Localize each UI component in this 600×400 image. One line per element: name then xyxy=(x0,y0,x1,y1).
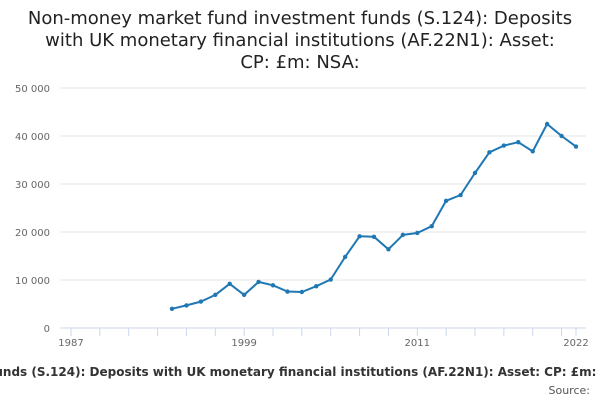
y-axis-ticks: 0 10 000 20 000 30 000 40 000 50 000 xyxy=(15,84,50,335)
chart-title-line-1: Non-money market fund investment funds (… xyxy=(27,8,573,29)
data-point[interactable] xyxy=(227,281,232,287)
data-point[interactable] xyxy=(371,234,377,239)
data-point[interactable] xyxy=(169,306,175,311)
series-line xyxy=(171,123,577,310)
x-tick-label: 1987 xyxy=(58,338,83,349)
data-point[interactable] xyxy=(299,289,305,295)
data-point[interactable] xyxy=(487,150,492,155)
data-point[interactable] xyxy=(559,133,564,139)
data-point[interactable] xyxy=(241,292,247,298)
data-point[interactable] xyxy=(328,277,333,282)
data-point[interactable] xyxy=(213,292,218,298)
y-tick-label: 20 000 xyxy=(15,228,50,239)
x-tick-label: 2022 xyxy=(563,338,588,349)
data-point[interactable] xyxy=(573,144,579,149)
x-tick-label: 2011 xyxy=(405,338,430,349)
data-point[interactable] xyxy=(270,283,276,288)
data-point[interactable] xyxy=(184,303,189,308)
y-tick-label: 30 000 xyxy=(15,180,50,191)
chart-title-line-2: with UK monetary financial institutions … xyxy=(45,30,555,51)
data-point[interactable] xyxy=(472,170,478,176)
y-tick-label: 0 xyxy=(44,324,50,335)
data-point[interactable] xyxy=(415,230,420,236)
legend: Non-money market fund investment funds (… xyxy=(0,365,600,379)
data-point[interactable] xyxy=(357,234,362,239)
data-point[interactable] xyxy=(342,254,348,260)
y-tick-label: 50 000 xyxy=(15,84,50,95)
data-point[interactable] xyxy=(443,198,449,203)
data-point[interactable] xyxy=(386,247,391,252)
x-axis: 1987 1999 2011 2022 xyxy=(58,328,589,349)
data-point[interactable] xyxy=(458,192,463,198)
data-point[interactable] xyxy=(256,279,261,285)
y-tick-label: 40 000 xyxy=(15,132,50,143)
legend-entry: Non-money market fund investment funds (… xyxy=(0,365,600,379)
data-point[interactable] xyxy=(400,232,406,238)
data-point[interactable] xyxy=(501,143,507,148)
data-point[interactable] xyxy=(198,299,204,304)
chart-title: Non-money market fund investment funds (… xyxy=(0,8,600,74)
y-tick-label: 10 000 xyxy=(15,276,50,287)
grid-lines xyxy=(60,87,586,329)
data-point[interactable] xyxy=(544,121,550,127)
data-point[interactable] xyxy=(429,224,434,229)
data-point[interactable] xyxy=(530,149,535,154)
x-tick-label: 1999 xyxy=(231,338,256,349)
data-point[interactable] xyxy=(285,289,290,294)
data-point[interactable] xyxy=(516,140,521,145)
series-group xyxy=(169,121,579,311)
chart-title-line-3: CP: £m: NSA: xyxy=(240,52,360,73)
data-point[interactable] xyxy=(314,284,319,289)
source-label: Source: xyxy=(548,384,591,397)
